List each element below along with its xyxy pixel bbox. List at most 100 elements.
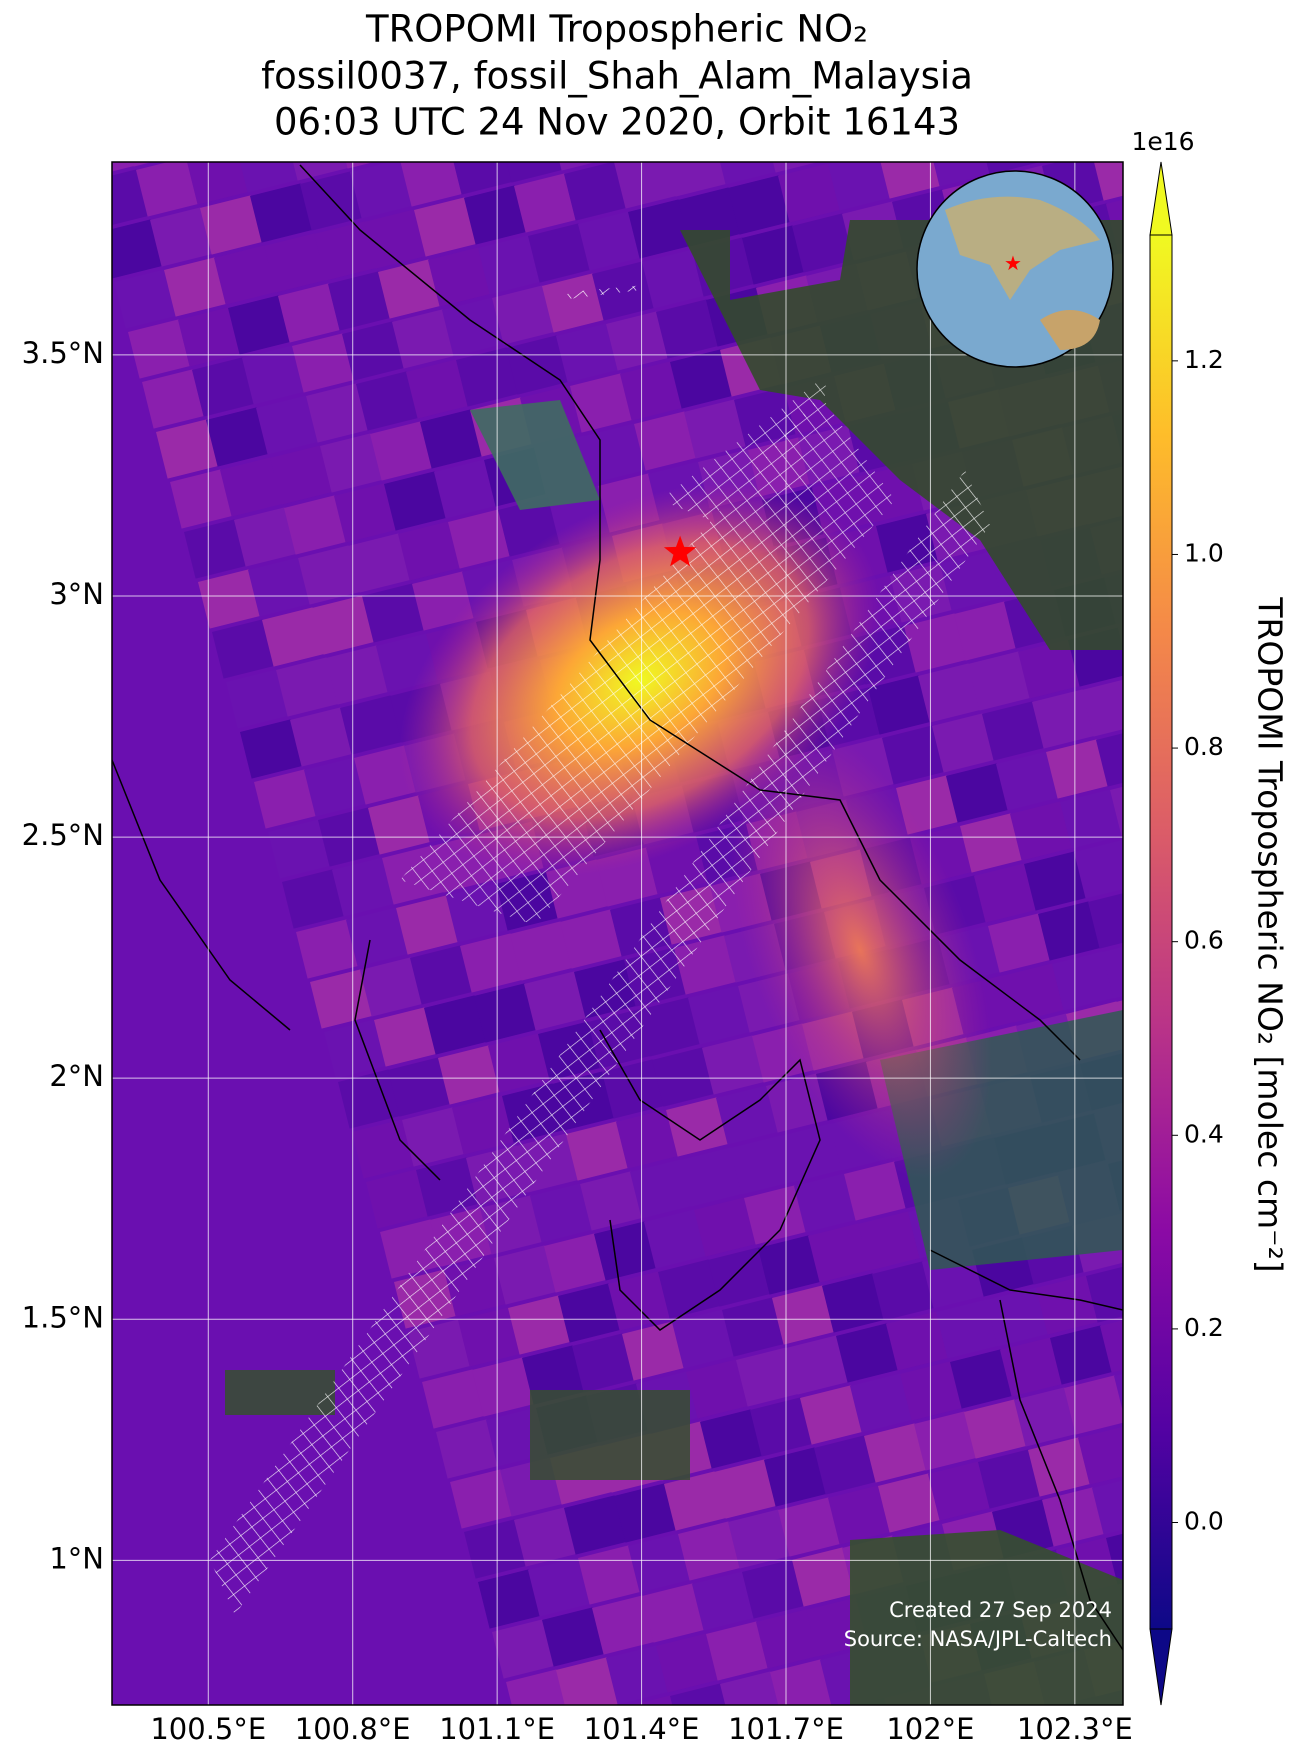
tile bbox=[670, 1683, 733, 1705]
tile bbox=[999, 1337, 1063, 1397]
tile bbox=[591, 1595, 655, 1655]
tile bbox=[670, 349, 733, 409]
graticule bbox=[112, 162, 1123, 1705]
tile bbox=[505, 1669, 569, 1705]
tile bbox=[1037, 901, 1101, 961]
tile bbox=[1184, 279, 1246, 338]
map-frame bbox=[111, 161, 1124, 1706]
tile bbox=[1276, 417, 1303, 476]
tile bbox=[1170, 229, 1232, 288]
tile bbox=[378, 259, 441, 319]
tile bbox=[342, 321, 405, 381]
tile bbox=[141, 369, 205, 429]
tile bbox=[1166, 977, 1228, 1036]
tile bbox=[627, 1533, 691, 1593]
annotation: Created 27 Sep 2024 bbox=[889, 1598, 1112, 1622]
tile bbox=[822, 1273, 885, 1333]
tile bbox=[750, 1397, 813, 1457]
tile bbox=[1284, 255, 1303, 314]
tile bbox=[1242, 105, 1303, 164]
tile bbox=[705, 1621, 769, 1681]
tile bbox=[1096, 727, 1123, 787]
tile bbox=[1010, 801, 1073, 861]
tile bbox=[493, 1245, 557, 1305]
tile bbox=[474, 983, 537, 1043]
tile bbox=[395, 895, 459, 955]
tile bbox=[471, 1357, 535, 1417]
tile bbox=[642, 249, 705, 309]
tile bbox=[409, 945, 473, 1005]
tile bbox=[1027, 162, 1091, 163]
tile bbox=[183, 519, 247, 579]
x-tick-label: 100.8°E bbox=[295, 1712, 411, 1746]
tile bbox=[986, 0, 1048, 13]
tile bbox=[1262, 367, 1303, 426]
tile bbox=[882, 725, 945, 785]
tile bbox=[311, 595, 375, 655]
tile bbox=[422, 1369, 485, 1429]
tile bbox=[656, 1633, 719, 1693]
tile bbox=[414, 197, 477, 257]
tile bbox=[420, 409, 483, 469]
tile bbox=[886, 0, 948, 37]
tile bbox=[1292, 93, 1303, 152]
tile bbox=[780, 1123, 843, 1183]
tile bbox=[946, 763, 1009, 823]
colorbar-tick-label: 1.2 bbox=[1184, 345, 1224, 374]
tile bbox=[666, 1097, 729, 1157]
tile bbox=[366, 1169, 429, 1229]
tile bbox=[744, 1185, 807, 1245]
tile bbox=[995, 751, 1059, 811]
swath-grid bbox=[660, 380, 830, 520]
tile bbox=[337, 1069, 401, 1129]
tile bbox=[1186, 1239, 1248, 1298]
tile bbox=[621, 1321, 685, 1381]
tile bbox=[392, 309, 455, 369]
tile bbox=[663, 1471, 727, 1531]
swath-grid bbox=[560, 285, 645, 300]
tile bbox=[791, 213, 855, 273]
tile bbox=[1178, 1401, 1240, 1460]
colorbar-label: TROPOMI Tropospheric NO₂ [molec cm⁻²] bbox=[1251, 596, 1290, 1272]
tile bbox=[276, 657, 339, 717]
tile bbox=[296, 919, 359, 979]
tile bbox=[455, 347, 519, 407]
annotation: Source: NASA/JPL-Caltech bbox=[844, 1627, 1112, 1651]
tile bbox=[736, 1347, 799, 1407]
tile bbox=[858, 1211, 921, 1271]
tile bbox=[283, 495, 347, 555]
tile bbox=[514, 173, 577, 233]
tile bbox=[1292, 1427, 1303, 1486]
tile bbox=[1013, 1387, 1077, 1447]
tile bbox=[1220, 217, 1282, 276]
tile bbox=[1176, 441, 1238, 500]
colorbar-tick-label: 0.0 bbox=[1184, 1507, 1224, 1536]
tile bbox=[643, 1209, 707, 1269]
tile bbox=[778, 163, 841, 223]
tile bbox=[1036, 1275, 1099, 1335]
tile bbox=[1100, 1313, 1123, 1373]
tile bbox=[528, 1557, 591, 1617]
tile bbox=[960, 813, 1023, 873]
tile bbox=[356, 371, 419, 431]
tile bbox=[460, 933, 523, 993]
tile bbox=[387, 1057, 451, 1117]
tile bbox=[544, 1233, 607, 1293]
tile bbox=[764, 1447, 827, 1507]
tile bbox=[507, 1295, 571, 1355]
globe-land bbox=[945, 196, 1100, 300]
globe-inset: ★ bbox=[916, 170, 1114, 368]
tile bbox=[264, 233, 327, 293]
tile bbox=[423, 995, 487, 1055]
tile bbox=[1234, 267, 1296, 326]
tile bbox=[220, 457, 283, 517]
tile bbox=[808, 1223, 871, 1283]
tile bbox=[228, 295, 291, 355]
tile bbox=[932, 713, 995, 773]
tile bbox=[1284, 1589, 1303, 1648]
tile bbox=[1164, 17, 1226, 76]
colorbar-tick-label: 0.8 bbox=[1184, 732, 1224, 761]
tile bbox=[1200, 0, 1262, 15]
tile bbox=[657, 1259, 721, 1319]
tile bbox=[878, 1473, 941, 1533]
